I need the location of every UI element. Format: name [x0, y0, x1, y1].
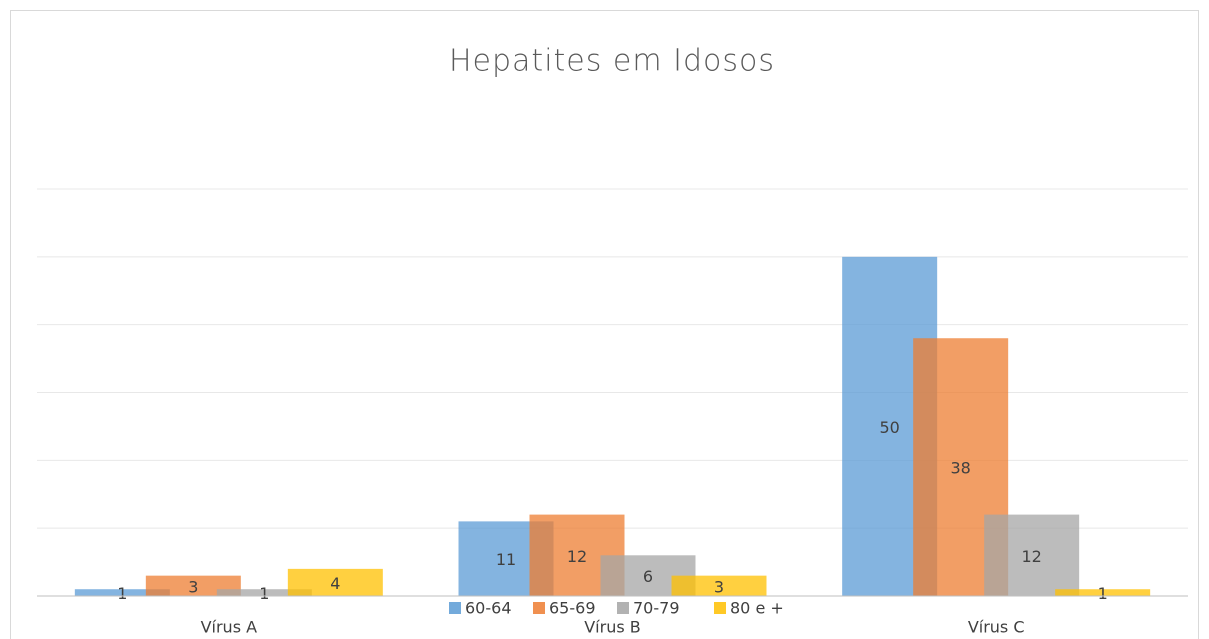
bar — [984, 514, 1080, 596]
bar — [1055, 589, 1151, 596]
legend-swatch — [449, 602, 461, 614]
data-label: 38 — [950, 459, 970, 478]
bar — [287, 568, 383, 596]
x-tick-label: Vírus A — [201, 618, 258, 637]
bar — [74, 589, 170, 596]
legend-swatch — [533, 602, 545, 614]
data-label: 3 — [714, 577, 724, 596]
data-label: 6 — [643, 567, 653, 586]
chart-title: Hepatites em Idosos — [449, 44, 775, 79]
legend-swatch — [714, 602, 726, 614]
data-label: 1 — [259, 584, 269, 603]
legend-swatch — [617, 602, 629, 614]
data-label: 11 — [496, 550, 516, 569]
x-tick-label: Vírus B — [584, 618, 641, 637]
legend-label: 60-64 — [465, 599, 512, 618]
data-label: 12 — [567, 547, 587, 566]
legend-label: 80 e + — [730, 599, 784, 618]
legend-label: 70-79 — [633, 599, 680, 618]
data-label: 1 — [117, 584, 127, 603]
bar — [216, 589, 312, 596]
x-tick-label: Vírus C — [968, 618, 1025, 637]
data-label: 50 — [879, 418, 899, 437]
legend-label: 65-69 — [549, 599, 596, 618]
data-label: 1 — [1098, 584, 1108, 603]
data-label: 12 — [1021, 547, 1041, 566]
bar — [671, 575, 767, 596]
data-label: 3 — [188, 577, 198, 596]
data-label: 4 — [330, 574, 340, 593]
